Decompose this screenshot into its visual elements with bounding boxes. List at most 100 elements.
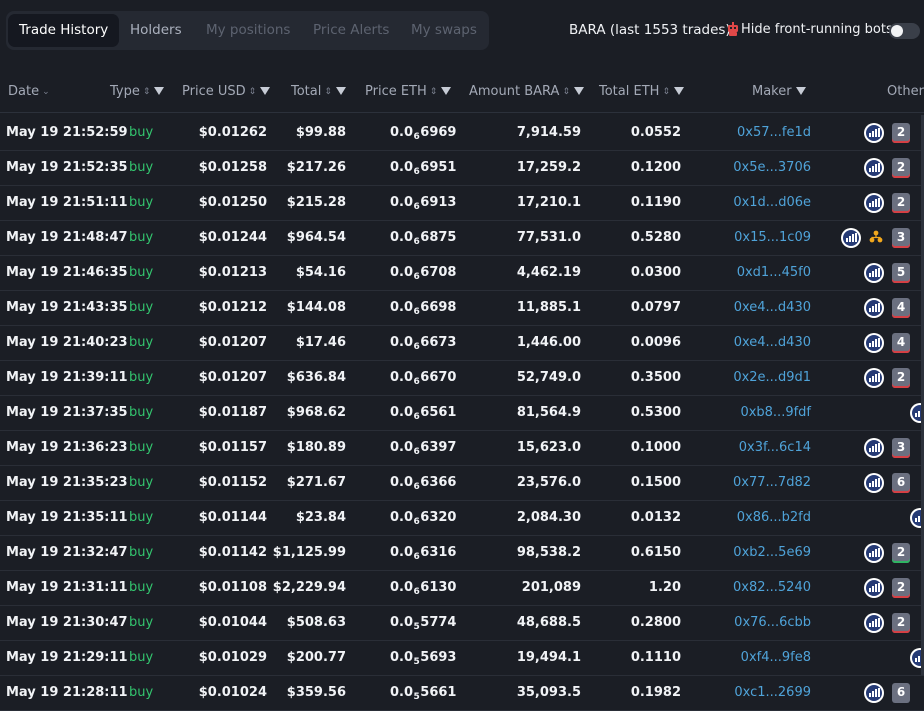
maker-address-link[interactable]: 0xf4...9fe8: [740, 650, 811, 665]
maker-address-link[interactable]: 0x86...b2fd: [736, 510, 811, 525]
uniswap-icon[interactable]: [864, 263, 884, 283]
filter-icon[interactable]: [573, 87, 584, 95]
header-amount[interactable]: Amount BARA ⇕: [469, 84, 584, 99]
scrollbar[interactable]: [921, 115, 924, 675]
maker-address-link[interactable]: 0x2e...d9d1: [733, 370, 811, 385]
uniswap-icon[interactable]: [864, 578, 884, 598]
uniswap-icon[interactable]: [864, 368, 884, 388]
others-count-badge[interactable]: 6: [892, 473, 910, 493]
total-usd: $2,229.94: [272, 580, 346, 595]
filter-icon[interactable]: [335, 87, 346, 95]
price-eth-digits: 6130: [420, 580, 457, 595]
filter-icon[interactable]: [441, 87, 452, 95]
trade-date: May 19 21:29:11: [6, 650, 128, 665]
maker-address-link[interactable]: 0xb2...5e69: [733, 545, 811, 560]
others-count-badge[interactable]: 4: [892, 298, 910, 318]
uniswap-icon[interactable]: [864, 158, 884, 178]
others-count-badge[interactable]: 4: [892, 333, 910, 353]
others-count-badge[interactable]: 3: [892, 438, 910, 458]
uniswap-icon[interactable]: [864, 543, 884, 563]
table-row[interactable]: May 19 21:35:23 buy $0.01152 $271.67 0.06636…: [0, 465, 924, 501]
filter-icon[interactable]: [154, 87, 165, 95]
table-row[interactable]: May 19 21:43:35 buy $0.01212 $144.08 0.06669…: [0, 290, 924, 326]
others-count-badge[interactable]: 2: [892, 543, 910, 563]
filter-icon[interactable]: [260, 87, 271, 95]
amount-bara: 35,093.5: [516, 685, 581, 700]
tab-trade-history[interactable]: Trade History: [8, 14, 120, 47]
total-eth: 0.0096: [630, 335, 681, 350]
trade-type: buy: [129, 335, 154, 350]
maker-address-link[interactable]: 0x3f...6c14: [738, 440, 811, 455]
others-count-badge[interactable]: 3: [892, 228, 910, 248]
table-row[interactable]: May 19 21:32:47 buy $0.01142 $1,125.99 0.066…: [0, 535, 924, 571]
uniswap-icon[interactable]: [864, 438, 884, 458]
header-type[interactable]: Type ⇕: [110, 84, 165, 99]
tab-price-alerts[interactable]: Price Alerts: [313, 22, 390, 38]
others-count-badge[interactable]: 6: [892, 683, 910, 703]
table-row[interactable]: May 19 21:40:23 buy $0.01207 $17.46 0.066673…: [0, 325, 924, 361]
table-row[interactable]: May 19 21:46:35 buy $0.01213 $54.16 0.066708…: [0, 255, 924, 291]
table-row[interactable]: May 19 21:52:35 buy $0.01258 $217.26 0.06695…: [0, 150, 924, 186]
table-row[interactable]: May 19 21:37:35 buy $0.01187 $968.62 0.06656…: [0, 395, 924, 431]
others-count-badge[interactable]: 2: [892, 578, 910, 598]
filter-icon[interactable]: [673, 87, 684, 95]
table-row[interactable]: May 19 21:29:11 buy $0.01029 $200.77 0.05569…: [0, 640, 924, 676]
others-count-badge[interactable]: 2: [892, 193, 910, 213]
maker-address-link[interactable]: 0x1d...d06e: [733, 195, 811, 210]
table-row[interactable]: May 19 21:30:47 buy $0.01044 $508.63 0.05577…: [0, 605, 924, 641]
header-price-usd[interactable]: Price USD ⇕: [182, 84, 271, 99]
header-total[interactable]: Total ⇕: [291, 84, 346, 99]
price-eth-zero-count: 5: [413, 622, 420, 632]
header-total-eth[interactable]: Total ETH ⇕: [599, 84, 684, 99]
table-row[interactable]: May 19 21:36:23 buy $0.01157 $180.89 0.06639…: [0, 430, 924, 466]
header-maker[interactable]: Maker: [752, 84, 806, 99]
uniswap-icon[interactable]: [864, 298, 884, 318]
maker-address-link[interactable]: 0x5e...3706: [733, 160, 811, 175]
filter-icon[interactable]: [795, 87, 806, 95]
maker-address-link[interactable]: 0xe4...d430: [733, 335, 811, 350]
header-price-eth-label: Price ETH: [365, 84, 427, 99]
price-eth-digits: 6397: [420, 440, 457, 455]
maker-address-link[interactable]: 0x77...7d82: [733, 475, 811, 490]
uniswap-icon[interactable]: [841, 228, 861, 248]
uniswap-icon[interactable]: [864, 473, 884, 493]
others-count-badge[interactable]: 2: [892, 123, 910, 143]
trade-date: May 19 21:37:35: [6, 405, 128, 420]
uniswap-icon[interactable]: [864, 333, 884, 353]
maker-address-link[interactable]: 0x76...6cbb: [734, 615, 811, 630]
amount-bara: 4,462.19: [516, 265, 581, 280]
maker-address-link[interactable]: 0xd1...45f0: [736, 265, 811, 280]
others-count-badge[interactable]: 2: [892, 158, 910, 178]
header-price-eth[interactable]: Price ETH ⇕: [365, 84, 452, 99]
hide-bots-toggle[interactable]: [889, 23, 920, 39]
others-count-badge[interactable]: 2: [892, 368, 910, 388]
amount-bara: 17,210.1: [516, 195, 581, 210]
price-usd: $0.01142: [198, 545, 267, 560]
uniswap-icon[interactable]: [864, 123, 884, 143]
table-row[interactable]: May 19 21:28:11 buy $0.01024 $359.56 0.05566…: [0, 675, 924, 711]
table-row[interactable]: May 19 21:39:11 buy $0.01207 $636.84 0.06667…: [0, 360, 924, 396]
maker-address-link[interactable]: 0xc1...2699: [734, 685, 811, 700]
uniswap-icon[interactable]: [864, 683, 884, 703]
maker-address-link[interactable]: 0xe4...d430: [733, 300, 811, 315]
table-row[interactable]: May 19 21:48:47 buy $0.01244 $964.54 0.06687…: [0, 220, 924, 256]
maker-address-link[interactable]: 0x57...fe1d: [736, 125, 811, 140]
tree-icon[interactable]: [869, 230, 883, 244]
tab-holders[interactable]: Holders: [130, 22, 182, 38]
table-row[interactable]: May 19 21:52:59 buy $0.01262 $99.88 0.066969…: [0, 115, 924, 151]
table-row[interactable]: May 19 21:31:11 buy $0.01108 $2,229.94 0.066…: [0, 570, 924, 606]
others-count-badge[interactable]: 2: [892, 613, 910, 633]
maker-address-link[interactable]: 0x15...1c09: [734, 230, 811, 245]
maker-address-link[interactable]: 0xb8...9fdf: [740, 405, 811, 420]
total-usd: $508.63: [286, 615, 346, 630]
uniswap-icon[interactable]: [864, 193, 884, 213]
maker-address-link[interactable]: 0x82...5240: [733, 580, 811, 595]
uniswap-icon[interactable]: [864, 613, 884, 633]
table-row[interactable]: May 19 21:51:11 buy $0.01250 $215.28 0.06691…: [0, 185, 924, 221]
header-date[interactable]: Date ⌄: [8, 84, 50, 99]
tab-my-swaps[interactable]: My swaps: [411, 22, 477, 38]
table-row[interactable]: May 19 21:35:11 buy $0.01144 $23.84 0.066320…: [0, 500, 924, 536]
tab-my-positions[interactable]: My positions: [206, 22, 291, 38]
total-eth: 0.0300: [630, 265, 681, 280]
others-count-badge[interactable]: 5: [892, 263, 910, 283]
